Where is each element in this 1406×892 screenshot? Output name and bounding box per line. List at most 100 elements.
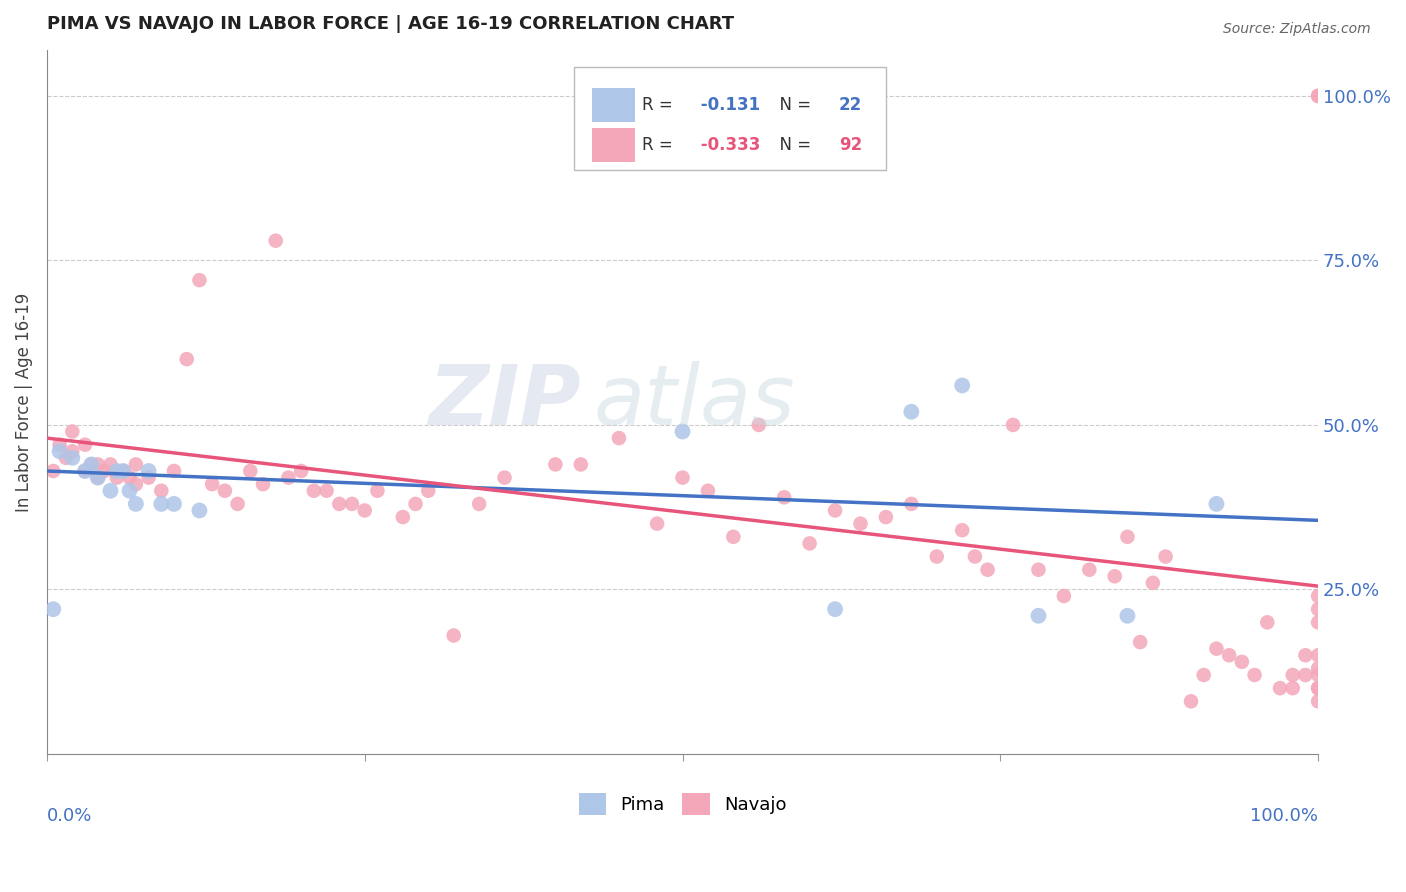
FancyBboxPatch shape [592, 128, 636, 161]
Point [42, 602, 65, 616]
Point [366, 483, 388, 498]
Text: 100.0%: 100.0% [1250, 806, 1319, 825]
Point [1308, 661, 1330, 675]
Text: 92: 92 [839, 136, 862, 154]
Point [328, 497, 350, 511]
Point [963, 549, 986, 564]
Point [214, 483, 236, 498]
Point [105, 470, 128, 484]
Text: atlas: atlas [593, 361, 796, 442]
Point [799, 536, 821, 550]
Point [112, 464, 135, 478]
Point [80, 458, 103, 472]
Point [150, 497, 173, 511]
Text: ZIP: ZIP [429, 361, 581, 442]
Point [87, 458, 110, 472]
Point [1116, 530, 1139, 544]
Point [1142, 575, 1164, 590]
Text: N =: N = [769, 95, 817, 114]
Point [1002, 417, 1025, 432]
Point [1308, 681, 1330, 695]
Point [1308, 681, 1330, 695]
Point [1308, 89, 1330, 103]
Point [239, 464, 262, 478]
FancyBboxPatch shape [575, 68, 886, 169]
Point [1256, 615, 1278, 630]
Point [1281, 668, 1303, 682]
Point [163, 464, 186, 478]
Point [1308, 615, 1330, 630]
Point [315, 483, 337, 498]
Point [48, 444, 70, 458]
Point [302, 483, 325, 498]
Point [392, 510, 415, 524]
Point [1294, 668, 1316, 682]
Point [1028, 608, 1050, 623]
Point [138, 464, 160, 478]
Text: 22: 22 [839, 95, 862, 114]
Point [723, 530, 745, 544]
Point [42, 464, 65, 478]
Point [1028, 563, 1050, 577]
Point [925, 549, 948, 564]
Point [226, 497, 249, 511]
Point [150, 483, 173, 498]
Point [950, 378, 973, 392]
Point [252, 477, 274, 491]
Point [48, 438, 70, 452]
Point [60, 444, 83, 458]
Point [118, 483, 141, 498]
Text: R =: R = [641, 136, 678, 154]
Point [1129, 635, 1152, 649]
Y-axis label: In Labor Force | Age 16-19: In Labor Force | Age 16-19 [15, 293, 32, 511]
Point [468, 497, 491, 511]
Point [1308, 89, 1330, 103]
Point [73, 464, 96, 478]
Point [125, 497, 148, 511]
Point [645, 516, 668, 531]
Point [1308, 648, 1330, 663]
Point [176, 352, 198, 367]
Point [1281, 681, 1303, 695]
Point [748, 417, 770, 432]
Point [1308, 668, 1330, 682]
Point [60, 450, 83, 465]
Point [340, 497, 363, 511]
Point [697, 483, 720, 498]
Point [125, 477, 148, 491]
Point [494, 470, 516, 484]
Point [1243, 668, 1265, 682]
Point [163, 497, 186, 511]
Point [1205, 497, 1227, 511]
Point [824, 602, 846, 616]
Legend: Pima, Navajo: Pima, Navajo [571, 786, 793, 822]
Point [607, 431, 630, 445]
Point [277, 470, 299, 484]
Point [900, 497, 922, 511]
Text: -0.333: -0.333 [695, 136, 761, 154]
Point [1308, 589, 1330, 603]
Point [353, 503, 375, 517]
Point [112, 464, 135, 478]
Point [87, 470, 110, 484]
Point [1192, 668, 1215, 682]
Point [87, 470, 110, 484]
Point [100, 458, 122, 472]
Point [1180, 694, 1202, 708]
Point [138, 470, 160, 484]
Point [1104, 569, 1126, 583]
Point [1078, 563, 1101, 577]
Point [73, 438, 96, 452]
Point [1268, 681, 1291, 695]
Point [1308, 694, 1330, 708]
Point [118, 470, 141, 484]
Point [55, 450, 77, 465]
Point [188, 273, 211, 287]
Point [264, 234, 287, 248]
Point [125, 458, 148, 472]
Point [105, 464, 128, 478]
Point [1294, 648, 1316, 663]
Point [1053, 589, 1076, 603]
Point [1308, 602, 1330, 616]
Point [418, 483, 440, 498]
